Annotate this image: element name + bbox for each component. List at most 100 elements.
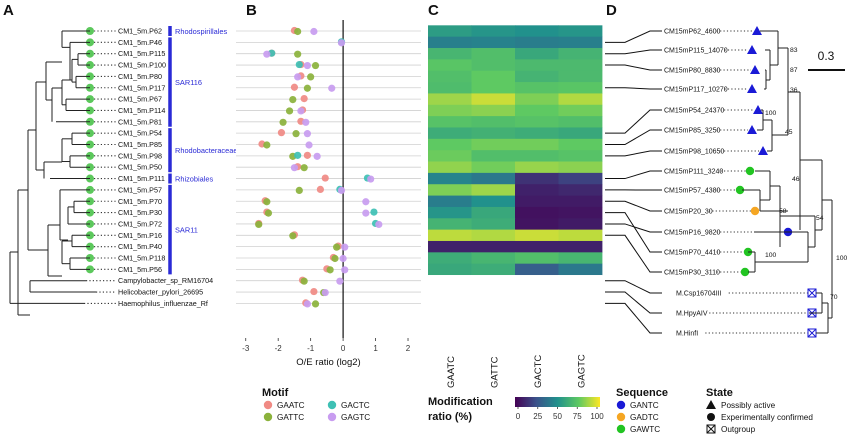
heatmap-cell <box>515 59 559 72</box>
state-legend-label: Experimentally confirmed <box>721 413 813 422</box>
heatmap-cell <box>515 127 559 140</box>
bootstrap-value: 54 <box>816 215 824 222</box>
legends: Motif GAATC GACTC GATTC GAGTC Sequence GANTC GA… <box>262 387 813 434</box>
heatmap-cell <box>558 240 603 253</box>
leaf-label: CM1_5m.P50 <box>118 163 162 172</box>
heatmap-cell <box>471 240 516 253</box>
oe-point-gagtc <box>303 61 312 70</box>
state-legend-label: Outgroup <box>721 425 756 434</box>
heatmap-cell <box>558 48 603 60</box>
heatmap-cell <box>428 195 472 208</box>
oe-point-gattc <box>331 254 339 263</box>
mtase-leaf-label: M.HinfI <box>676 331 698 338</box>
state-legend-circle <box>707 413 715 421</box>
motif-legend-swatch <box>327 412 337 422</box>
row-connector <box>605 30 662 43</box>
mtase-leaf-label: CM15mP85_3250 <box>664 128 721 135</box>
oe-point-gattc <box>326 266 334 274</box>
oe-point-gagtc <box>367 175 375 183</box>
oe-point-gagtc <box>263 50 271 58</box>
panel-c-heatmap: GAATC GATTC GACTC GAGTC 0 25 50 75 100 Modificati… <box>428 25 604 423</box>
heatmap-cell <box>428 70 472 83</box>
heatmap-cell <box>515 206 559 219</box>
panel-d-letter: D <box>606 2 617 19</box>
oe-point-gagtc <box>362 209 370 217</box>
heatmap-cell <box>471 206 516 219</box>
panel-a-tree: CM1_5m.P62 CM1_5m.P46 CM1_5m.P115 CM1_5m.P1… <box>9 26 237 316</box>
bootstrap-value: 83 <box>790 47 798 54</box>
oe-point-gaatc <box>290 83 299 91</box>
heatmap-cell <box>515 275 559 287</box>
oe-point-gaatc <box>303 151 312 159</box>
mtase-leaf-label: CM15mP54_24370 <box>664 108 724 115</box>
heatmap-cell <box>515 252 559 265</box>
leaf-label: CM1_5m.P67 <box>118 95 162 104</box>
oe-point-gaatc <box>300 95 308 103</box>
heatmap-cell <box>471 25 516 38</box>
heatmap-cell <box>428 184 472 196</box>
oe-point-gattc <box>307 73 315 81</box>
state-experimentally-confirmed-marker <box>735 185 745 195</box>
heatmap-cell <box>428 82 472 94</box>
heatmap-cell <box>471 104 516 117</box>
leaf-label: CM1_5m.P118 <box>118 254 165 263</box>
mtase-leaf-label: CM15mP57_4380 <box>664 188 721 195</box>
oe-point-gattc <box>285 107 294 115</box>
heatmap-cell <box>471 59 516 72</box>
sequence-legend-swatch <box>616 400 626 410</box>
state-legend-label: Possibly active <box>721 401 776 410</box>
mtase-leaf-label: CM15mP62_4600 <box>664 29 721 36</box>
leaf-label: CM1_5m.P30 <box>118 208 162 217</box>
heatmap-cell <box>558 297 603 310</box>
mtase-leaf-label: CM15mP20_30 <box>664 209 713 216</box>
state-possibly-active-marker <box>752 26 762 35</box>
heatmap-cell <box>471 286 516 299</box>
oe-point-gattc <box>263 198 271 206</box>
heatmap-cell <box>515 48 559 60</box>
mtase-leaf-label: CM15mP80_8830 <box>664 68 721 75</box>
panel-b-oe-chart: -3 -2 -1 0 1 2 O/E ratio (log2) <box>236 20 421 368</box>
heatmap-cell <box>515 161 559 174</box>
heatmap-cell <box>515 82 559 94</box>
heatmap-cell <box>428 275 472 287</box>
heatmap-cell <box>558 138 603 151</box>
colorbar-tick-label: 50 <box>553 412 562 421</box>
row-connector <box>605 212 662 253</box>
heatmap-cell <box>558 116 603 128</box>
heatmap-cell <box>515 116 559 128</box>
heatmap-cell <box>558 70 603 83</box>
heatmap-cell <box>558 263 603 276</box>
heatmap-cell <box>515 150 559 162</box>
sequence-legend-title: Sequence <box>616 387 668 399</box>
heatmap-cell <box>558 195 603 208</box>
heatmap-cell <box>515 286 559 299</box>
heatmap-cell <box>471 252 516 265</box>
panel-c-letter: C <box>428 2 439 19</box>
heatmap-cell <box>471 36 516 49</box>
bootstrap-value: 58 <box>779 208 787 215</box>
heatmap-cell <box>558 150 603 162</box>
leaf-label: CM1_5m.P111 <box>118 174 165 183</box>
heatmap-cell <box>428 127 472 140</box>
heatmap-cell <box>428 240 472 253</box>
oe-point-gattc <box>300 277 308 285</box>
oe-point-gactc <box>370 208 378 216</box>
heatmap-cell <box>471 82 516 94</box>
leaf-label: CM1_5m.P114 <box>118 106 165 115</box>
row-connector <box>605 129 662 145</box>
heatmap-cell <box>558 218 603 231</box>
heatmap-cell <box>428 59 472 72</box>
state-experimentally-confirmed-marker <box>745 166 755 176</box>
oe-point-gagtc <box>337 186 346 194</box>
heatmap-cell <box>558 206 603 219</box>
heatmap-cell <box>515 25 559 38</box>
mtase-leaf-label: CM15mP117_10270 <box>664 87 728 94</box>
oe-point-gattc <box>289 232 297 240</box>
heatmap-cell <box>471 218 516 231</box>
oe-point-gagtc <box>341 243 349 251</box>
bootstrap-value: 70 <box>830 294 838 301</box>
heatmap-cell <box>558 25 603 38</box>
x-axis-title: O/E ratio (log2) <box>296 357 360 368</box>
oe-point-gattc <box>311 300 320 308</box>
